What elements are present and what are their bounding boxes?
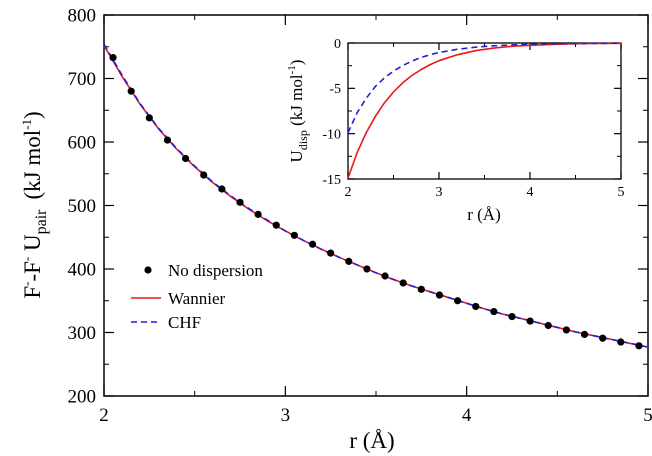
inset-x-tick-label-3: 3 xyxy=(436,185,443,200)
inset-x-tick-label-4: 4 xyxy=(527,185,534,200)
main-series-no-dispersion-point-28 xyxy=(617,338,625,346)
main-y-label-u: U xyxy=(20,234,45,257)
main-y-tick-label-700: 700 xyxy=(68,69,97,90)
legend: No dispersion Wannier CHF xyxy=(131,261,263,332)
inset-x-tick-label-2: 2 xyxy=(345,185,352,200)
main-series-no-dispersion-point-20 xyxy=(472,302,480,311)
inset-y-label-units-sup: -1 xyxy=(286,65,298,74)
main-series-no-dispersion-point-26 xyxy=(580,330,589,339)
main-y-label-sup1: - xyxy=(19,282,34,286)
inset-x-axis-label: r (Å) xyxy=(467,205,501,224)
main-series-no-dispersion-point-0 xyxy=(109,53,117,62)
main-series-no-dispersion-point-5 xyxy=(200,171,208,179)
inset-y-axis-label: Udisp (kJ mol-1) xyxy=(286,60,310,163)
main-y-label-units-sup: -1 xyxy=(19,119,34,130)
main-series-no-dispersion-point-3 xyxy=(163,136,172,144)
main-plot-frame xyxy=(103,14,649,397)
main-series-no-dispersion-point-29 xyxy=(635,342,643,350)
inset-y-label-units: (kJ mol xyxy=(287,74,306,130)
main-series-no-dispersion-point-18 xyxy=(435,291,444,299)
main-x-axis-label: r (Å) xyxy=(349,428,394,453)
main-y-tick-label-500: 500 xyxy=(68,196,97,217)
main-series-no-dispersion-point-2 xyxy=(145,114,153,122)
legend-marker-no-dispersion xyxy=(144,266,152,274)
main-x-tick-label-3: 3 xyxy=(281,405,291,426)
main-series-no-dispersion-point-1 xyxy=(127,87,135,95)
main-x-tick-label-4: 4 xyxy=(462,405,472,426)
main-series-no-dispersion-point-22 xyxy=(508,313,516,321)
main-series-no-dispersion-point-12 xyxy=(327,249,335,257)
main-series-no-dispersion-point-14 xyxy=(363,265,371,273)
legend-label-wannier: Wannier xyxy=(168,289,225,308)
main-series-no-dispersion-point-21 xyxy=(490,307,498,316)
main-series-no-dispersion-point-15 xyxy=(381,272,389,280)
main-series-no-dispersion-point-10 xyxy=(290,231,298,239)
main-ticks: 2 3 4 5 200 300 400 500 600 700 800 xyxy=(68,6,652,426)
main-y-label-f2: -F xyxy=(20,261,45,281)
inset-series-chf-line xyxy=(347,42,622,134)
main-series-no-dispersion-point-11 xyxy=(308,240,317,248)
main-y-label-sup2: - xyxy=(19,257,34,261)
main-series-no-dispersion-point-27 xyxy=(599,334,607,342)
inset-y-label-sub: disp xyxy=(296,130,310,150)
main-series xyxy=(103,43,649,350)
legend-label-no-dispersion: No dispersion xyxy=(168,261,263,280)
main-series-no-dispersion-point-8 xyxy=(254,210,262,218)
main-series-chf-line xyxy=(103,43,649,348)
main-series-no-dispersion xyxy=(109,53,643,350)
main-y-tick-label-400: 400 xyxy=(68,260,97,281)
main-x-tick-label-5: 5 xyxy=(643,405,652,426)
inset-y-tick-label-10: -10 xyxy=(322,128,341,143)
inset-y-tick-label-5: -5 xyxy=(329,82,341,97)
main-series-no-dispersion-point-16 xyxy=(399,279,407,287)
main-y-label-units: (kJ mol xyxy=(20,130,45,200)
main-y-label-units-end: ) xyxy=(20,111,45,119)
main-series-no-dispersion-point-13 xyxy=(345,257,353,265)
inset-plot-frame xyxy=(347,42,622,180)
main-y-label-sub: pair xyxy=(33,209,50,235)
main-y-tick-label-800: 800 xyxy=(68,6,97,27)
main-y-axis-label: F--F- Upair(kJ mol-1) xyxy=(19,111,50,298)
main-series-no-dispersion-point-9 xyxy=(272,221,280,229)
inset-y-label-u: U xyxy=(287,150,306,162)
inset-plot: 2 3 4 5 -15 -10 -5 0 r (Å) Udisp (kJ mol-1) xyxy=(286,37,625,224)
inset-ticks: 2 3 4 5 -15 -10 -5 0 xyxy=(322,37,624,200)
main-series-no-dispersion-point-6 xyxy=(218,185,226,193)
inset-series-wannier-line xyxy=(347,42,622,179)
main-y-tick-label-600: 600 xyxy=(68,133,97,154)
inset-series xyxy=(347,42,622,179)
inset-y-tick-label-0: 0 xyxy=(334,37,341,52)
inset-y-tick-label-15: -15 xyxy=(322,173,341,188)
main-series-no-dispersion-point-17 xyxy=(417,285,425,293)
main-y-tick-label-200: 200 xyxy=(68,387,97,408)
main-series-no-dispersion-point-7 xyxy=(236,198,244,206)
main-series-no-dispersion-point-24 xyxy=(544,321,552,330)
inset-y-label-units-end: ) xyxy=(287,60,306,66)
main-x-tick-label-2: 2 xyxy=(99,405,109,426)
main-series-no-dispersion-point-23 xyxy=(526,317,534,325)
main-series-no-dispersion-point-25 xyxy=(562,326,571,334)
main-y-label-f1: F xyxy=(20,286,45,299)
legend-label-chf: CHF xyxy=(168,313,201,332)
inset-x-tick-label-5: 5 xyxy=(618,185,625,200)
main-y-tick-label-300: 300 xyxy=(68,323,97,344)
main-series-no-dispersion-point-4 xyxy=(182,154,190,163)
main-series-no-dispersion-point-19 xyxy=(454,297,462,305)
